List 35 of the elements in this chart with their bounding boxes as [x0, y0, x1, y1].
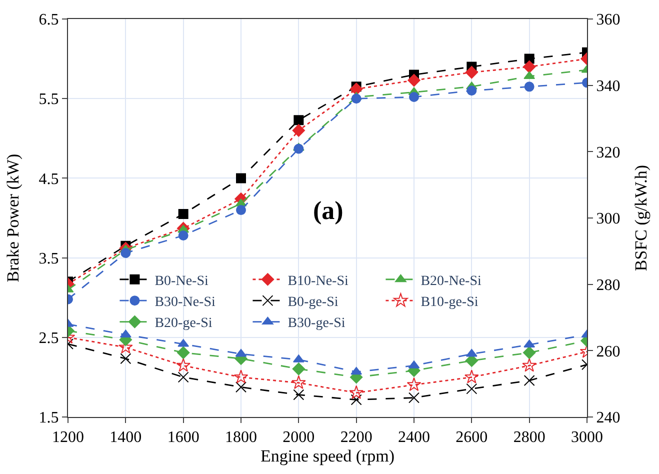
y2-tick-label: 260 — [596, 343, 620, 360]
legend-label: B20-ge-Si — [154, 316, 212, 332]
x-tick-label: 2400 — [398, 429, 430, 446]
y-tick-label: 5.5 — [38, 91, 59, 108]
y2-tick-label: 280 — [596, 276, 620, 294]
x-tick-label: 1200 — [52, 429, 84, 446]
y2-tick-label: 300 — [596, 210, 620, 228]
y2-tick-label: 340 — [596, 78, 620, 95]
x-axis-title: Engine speed (rpm) — [260, 446, 395, 466]
y-tick-label: 4.5 — [38, 170, 59, 188]
legend-label: B10-ge-Si — [420, 295, 478, 310]
y2-tick-label: 320 — [596, 144, 620, 162]
y2-axis-title: BSFC (g/kW.h) — [632, 164, 651, 272]
x-tick-label: 2200 — [340, 429, 372, 446]
annotation: (a) — [313, 196, 344, 225]
x-tick-label: 2600 — [456, 429, 488, 446]
x-tick-label: 1400 — [110, 429, 142, 446]
legend-label: B0-Ne-Si — [154, 274, 208, 289]
legend-label: B20-Ne-Si — [420, 274, 482, 289]
legend-label: B10-Ne-Si — [288, 274, 348, 289]
y2-tick-label: 360 — [596, 12, 620, 29]
legend-label: B30-Ne-Si — [154, 295, 216, 310]
legend-label: B0-ge-Si — [288, 295, 338, 310]
y-tick-label: 6.5 — [38, 12, 59, 29]
x-tick-label: 1600 — [167, 429, 200, 446]
y-tick-label: 1.5 — [38, 410, 59, 427]
y-axis-title: Brake Power (kW) — [3, 154, 22, 282]
x-tick-label: 2800 — [513, 429, 546, 446]
x-tick-label: 1800 — [225, 429, 257, 446]
y2-tick-label: 240 — [596, 410, 620, 427]
x-tick-label: 2000 — [282, 429, 315, 446]
y-tick-label: 3.5 — [38, 250, 59, 268]
x-tick-label: 3000 — [571, 429, 603, 446]
legend-label: B30-ge-Si — [288, 316, 346, 332]
y-tick-label: 2.5 — [38, 330, 59, 347]
